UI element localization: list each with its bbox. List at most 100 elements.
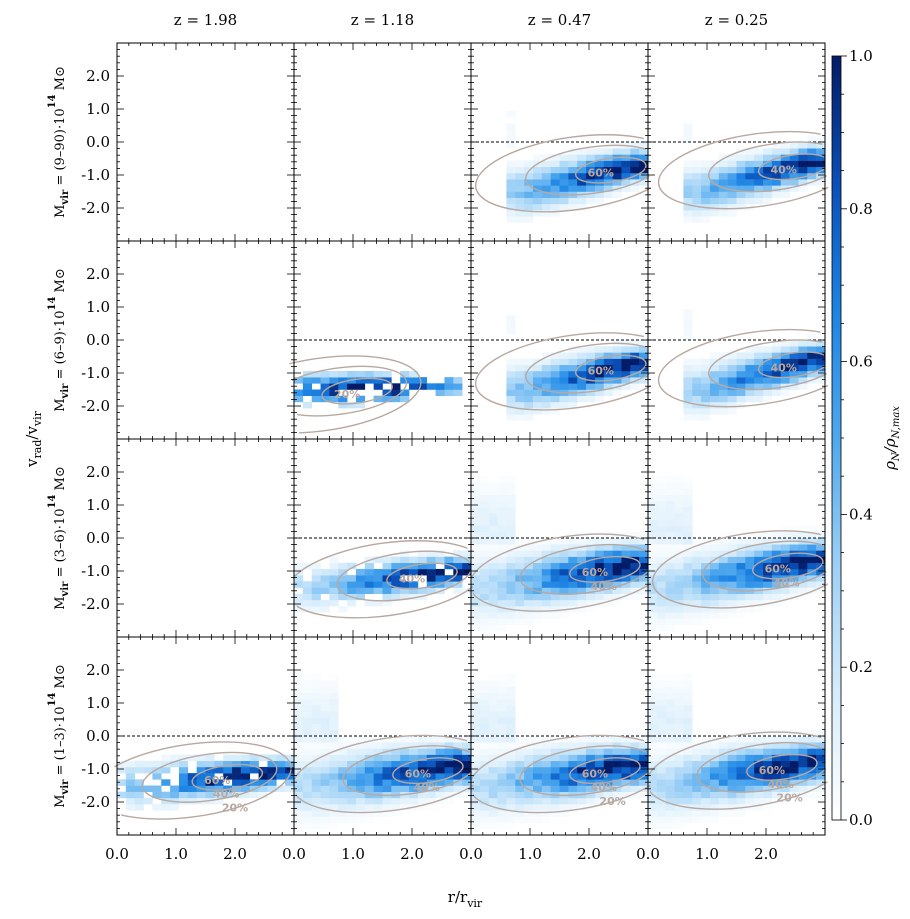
heatmap-cell xyxy=(674,538,684,545)
heatmap-cell xyxy=(559,556,569,564)
heatmap-cell xyxy=(789,773,799,780)
heatmap-cell xyxy=(630,736,640,743)
heatmap-cell xyxy=(524,414,534,421)
heatmap-cell xyxy=(479,822,489,830)
heatmap-cell xyxy=(656,797,666,805)
heatmap-cell xyxy=(683,736,693,743)
heatmap-cell xyxy=(639,148,649,155)
heatmap-cell xyxy=(232,754,242,762)
contour-level xyxy=(651,530,834,609)
x-axis-label-part: r/r xyxy=(448,888,468,906)
heatmap-cell xyxy=(701,606,711,613)
heatmap-cell xyxy=(639,370,649,378)
heatmap-cell xyxy=(709,383,720,390)
heatmap-cell xyxy=(532,210,543,217)
heatmap-cell xyxy=(709,779,720,786)
heatmap-cell xyxy=(709,389,720,396)
heatmap-cell xyxy=(568,779,578,786)
heatmap-cell xyxy=(364,562,374,570)
heatmap-cell xyxy=(488,717,498,724)
heatmap-cell xyxy=(506,593,516,601)
heatmap-cell xyxy=(382,754,392,762)
heatmap-cell xyxy=(665,773,675,780)
heatmap-cell xyxy=(621,587,631,594)
heatmap-cell xyxy=(736,377,746,384)
heatmap-cell xyxy=(701,370,711,378)
heatmap-cell xyxy=(603,389,613,396)
heatmap-cell xyxy=(780,531,790,539)
y-tick-label: -2.0 xyxy=(81,595,110,613)
heatmap-cell xyxy=(789,185,799,192)
heatmap-cell xyxy=(586,766,596,774)
heatmap-cell xyxy=(223,760,233,768)
heatmap-cell xyxy=(471,550,481,557)
heatmap-cell xyxy=(550,203,560,211)
heatmap-cell xyxy=(497,581,507,588)
heatmap-cell xyxy=(329,395,339,403)
heatmap-cell xyxy=(683,408,693,415)
heatmap-cell xyxy=(435,383,445,390)
heatmap-cell xyxy=(488,525,498,533)
heatmap-cell xyxy=(701,395,711,403)
y-axis-label-part: v xyxy=(23,458,41,468)
heatmap-cell xyxy=(302,711,312,718)
heatmap-cell xyxy=(550,754,560,762)
heatmap-cell xyxy=(382,562,392,570)
heatmap-cell xyxy=(329,686,339,693)
heatmap-cell xyxy=(391,587,401,594)
heatmap-cell xyxy=(373,766,383,774)
heatmap-cell xyxy=(479,618,489,625)
heatmap-cell xyxy=(771,748,782,755)
heatmap-cell xyxy=(763,550,773,557)
heatmap-cell xyxy=(630,742,640,749)
heatmap-cell xyxy=(435,791,445,799)
heatmap-cell xyxy=(125,766,135,774)
heatmap-cell xyxy=(656,513,666,520)
heatmap-cell xyxy=(161,754,171,762)
contour-level xyxy=(525,342,658,394)
heatmap-cell xyxy=(479,482,489,489)
heatmap-cell xyxy=(692,185,702,192)
heatmap-cell xyxy=(648,822,658,830)
heatmap-cell xyxy=(612,346,622,353)
heatmap-cell xyxy=(117,791,127,799)
heatmap-cell xyxy=(816,346,826,353)
heatmap-cell xyxy=(789,748,799,755)
heatmap-cell xyxy=(497,686,507,693)
heatmap-cell xyxy=(515,742,525,749)
heatmap-cell xyxy=(665,531,675,539)
heatmap-cell xyxy=(364,748,374,755)
heatmap-cell xyxy=(559,810,569,817)
heatmap-cell xyxy=(400,568,410,576)
heatmap-cell xyxy=(718,556,728,564)
heatmap-cell xyxy=(577,797,587,805)
heatmap-cell xyxy=(506,358,516,366)
heatmap-cell xyxy=(320,797,330,805)
heatmap-cell xyxy=(709,612,720,619)
heatmap-cell xyxy=(355,773,366,780)
heatmap-cell xyxy=(630,346,640,353)
heatmap-cell xyxy=(577,599,587,607)
heatmap-cell xyxy=(727,785,737,792)
x-tick-label: 1.0 xyxy=(341,845,365,863)
heatmap-cell xyxy=(630,562,640,570)
heatmap-cell xyxy=(240,760,251,768)
heatmap-cell xyxy=(488,711,498,718)
heatmap-cell xyxy=(355,785,366,792)
heatmap-cell xyxy=(311,370,321,378)
heatmap-cell xyxy=(311,742,321,749)
heatmap-cell xyxy=(302,705,312,712)
heatmap-cell xyxy=(745,754,755,762)
heatmap-cell xyxy=(541,556,551,564)
heatmap-cell xyxy=(665,686,675,693)
heatmap-cell xyxy=(816,779,826,786)
heatmap-cell xyxy=(311,736,321,743)
heatmap-cell xyxy=(488,810,498,817)
y-axis-label-part: /v xyxy=(23,426,41,440)
heatmap-cell xyxy=(417,593,428,601)
heatmap-cell xyxy=(727,160,737,168)
heatmap-cell xyxy=(683,599,693,607)
heatmap-cell xyxy=(718,154,728,161)
heatmap-cell xyxy=(798,370,808,378)
heatmap-cell xyxy=(603,148,613,155)
